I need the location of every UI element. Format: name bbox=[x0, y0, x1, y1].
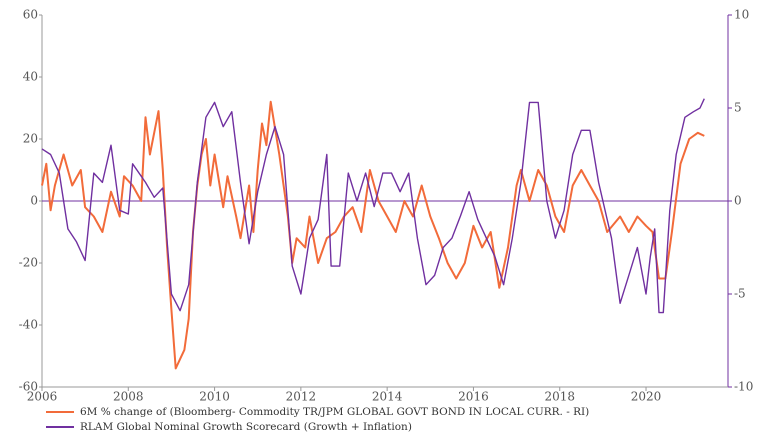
y-tick-label: 20 bbox=[23, 132, 38, 146]
y-tick-label: 0 bbox=[30, 194, 38, 208]
y2-tick-label: 0 bbox=[734, 194, 742, 208]
x-tick-label: 2014 bbox=[372, 390, 403, 404]
y2-tick-label: -5 bbox=[734, 287, 746, 301]
y-tick-label: 60 bbox=[23, 8, 38, 22]
y2-tick-label: 10 bbox=[734, 8, 749, 22]
x-tick-label: 2010 bbox=[199, 390, 230, 404]
series-line bbox=[41, 100, 705, 370]
x-tick-label: 2020 bbox=[631, 390, 662, 404]
legend-label: 6M % change of (Bloomberg- Commodity TR/… bbox=[80, 406, 589, 418]
y-tick-label: -20 bbox=[19, 256, 38, 270]
x-tick-label: 2008 bbox=[113, 390, 144, 404]
legend-label: RLAM Global Nominal Growth Scorecard (Gr… bbox=[80, 421, 412, 433]
y2-tick-label: 5 bbox=[734, 101, 742, 115]
y-tick-label: -40 bbox=[19, 318, 38, 332]
x-tick-label: 2016 bbox=[458, 390, 489, 404]
y-tick-label: 40 bbox=[23, 70, 38, 84]
x-tick-label: 2012 bbox=[286, 390, 317, 404]
y2-tick-label: -10 bbox=[734, 380, 753, 394]
x-tick-label: 2018 bbox=[544, 390, 575, 404]
x-tick-label: 2006 bbox=[27, 390, 58, 404]
y-tick-label: -60 bbox=[19, 380, 38, 394]
series-line bbox=[41, 98, 705, 314]
